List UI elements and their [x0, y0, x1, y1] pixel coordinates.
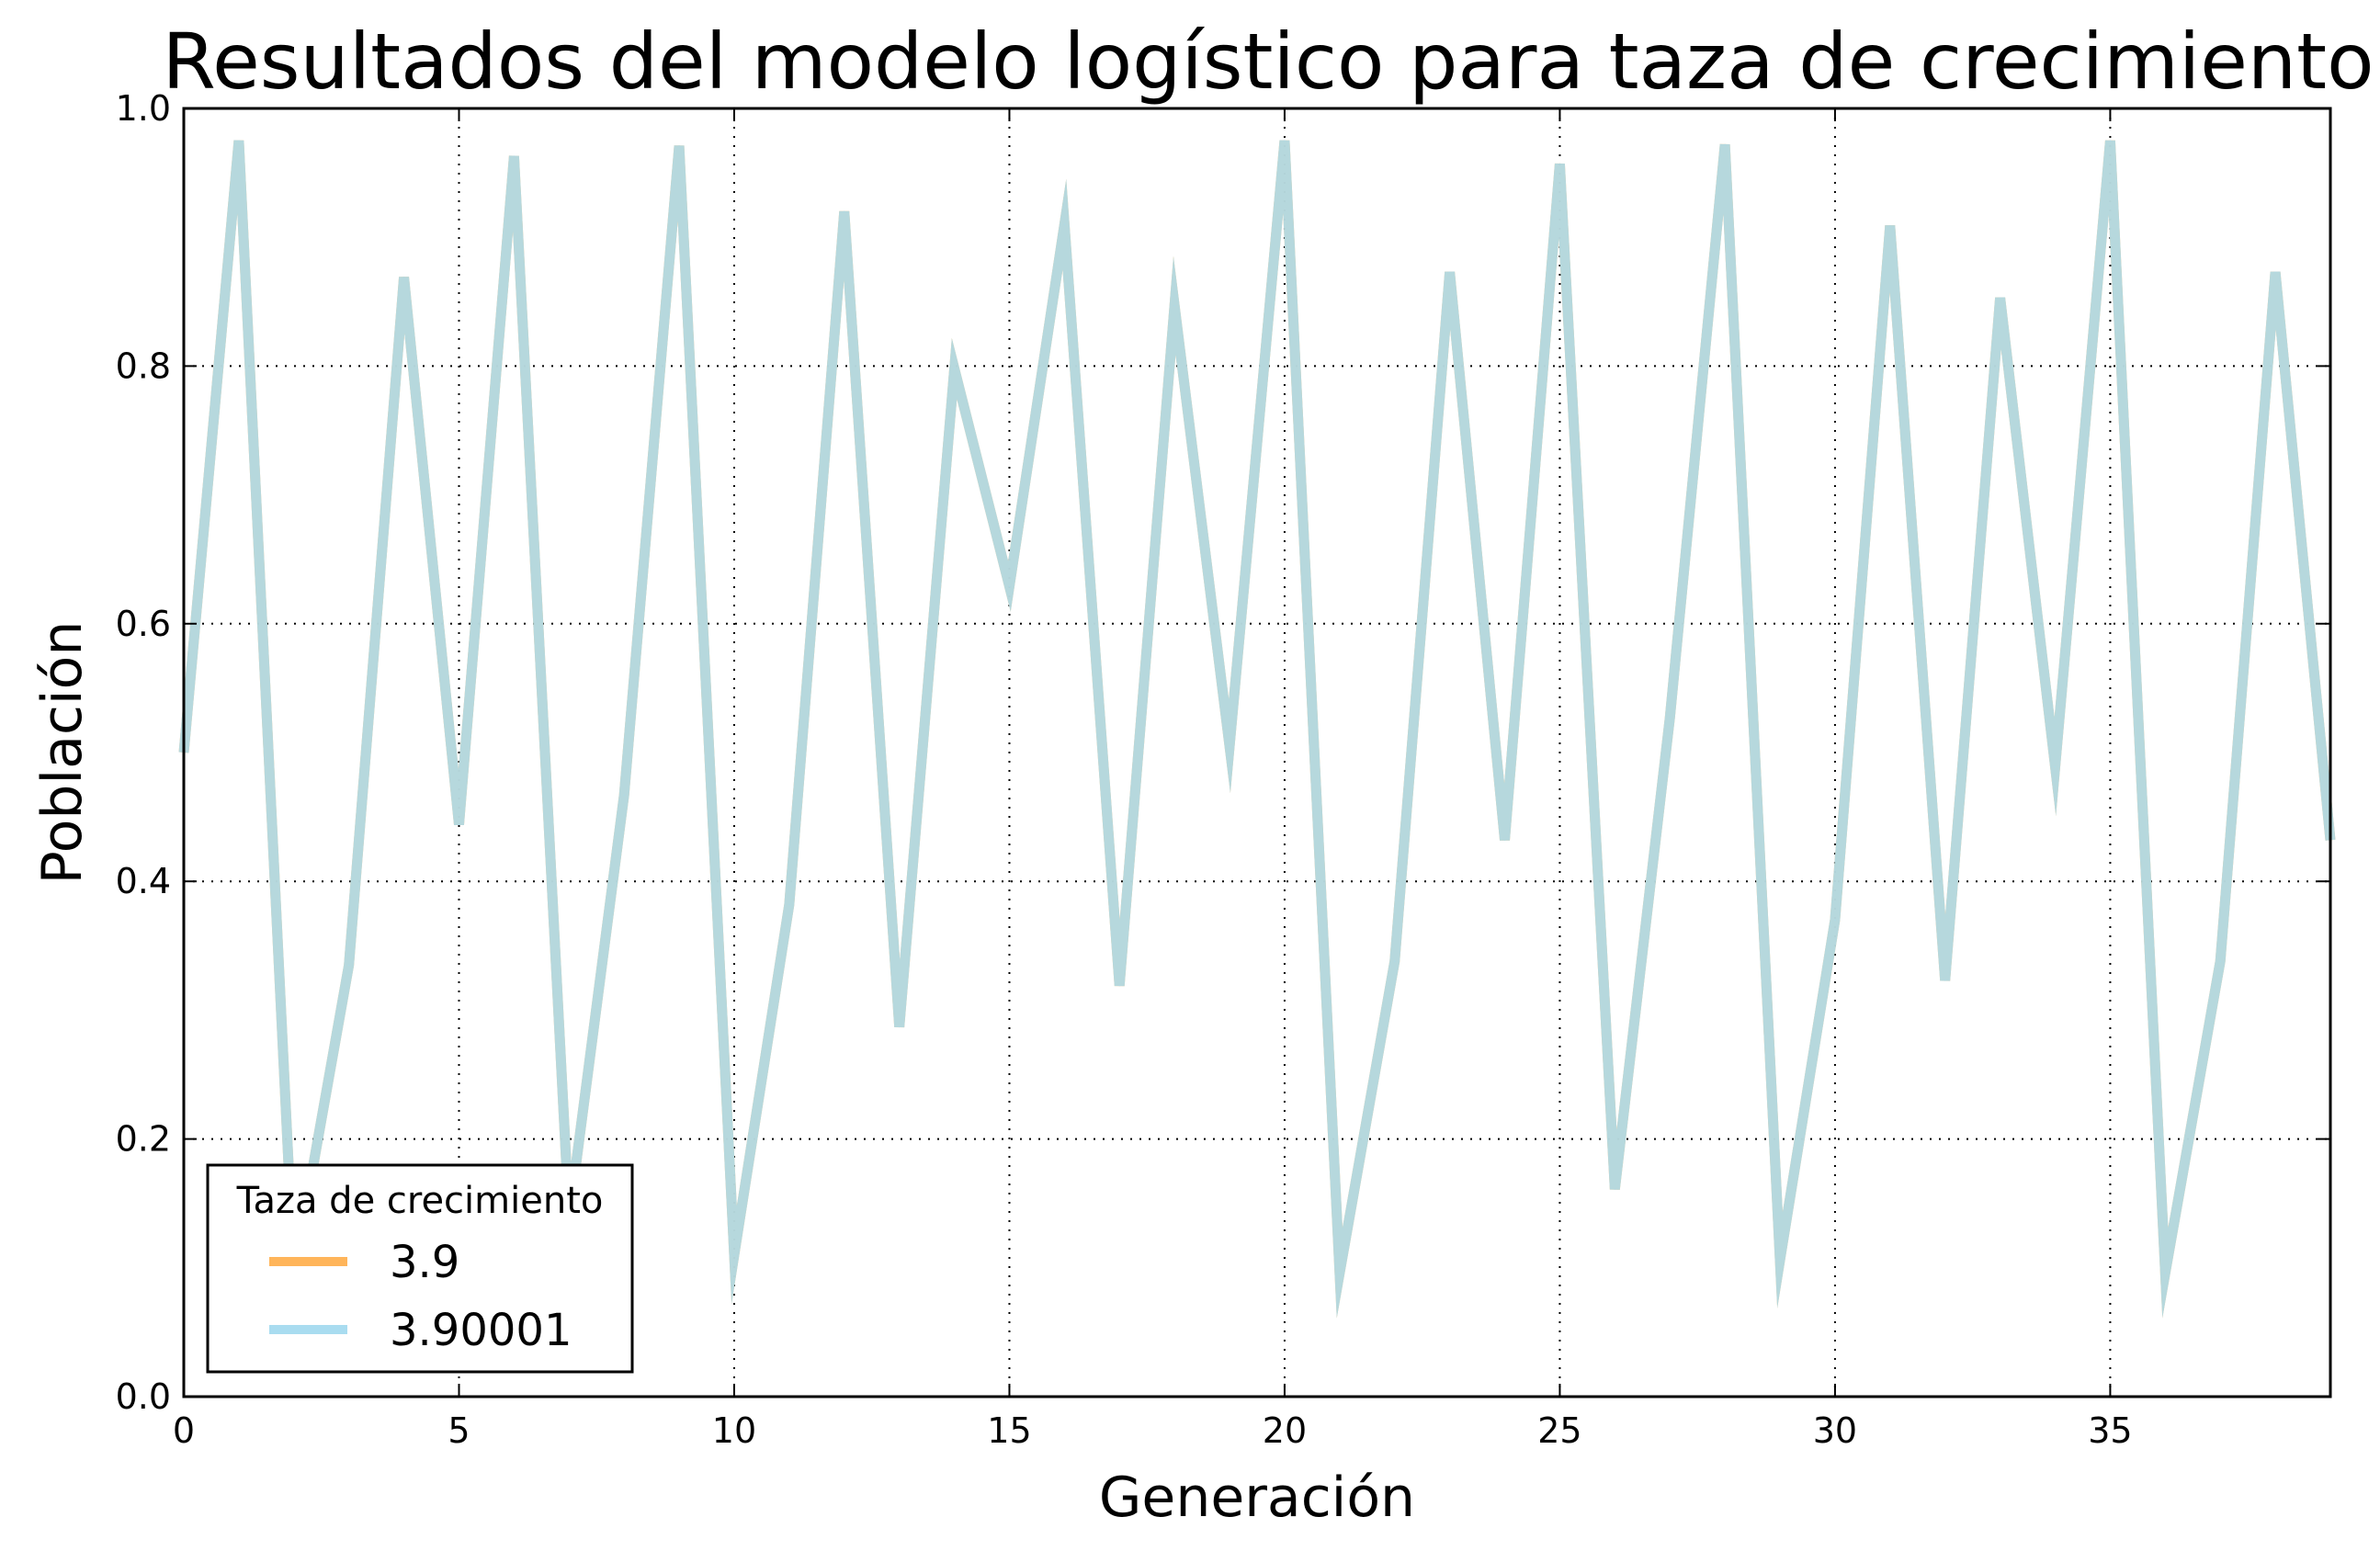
data-point-series-2: [1118, 985, 1120, 987]
y-axis-label: Población: [30, 621, 95, 885]
y-tick-label: 0.6: [116, 604, 171, 644]
series-lines: [178, 140, 2336, 1319]
data-point-series-2: [788, 903, 790, 905]
y-tick-label: 0.4: [116, 861, 171, 901]
legend-box: [206, 1163, 634, 1374]
data-point-series-2: [1449, 271, 1451, 273]
data-point-series-2: [623, 794, 625, 796]
legend-title: Taza de crecimiento: [236, 1180, 604, 1222]
data-point-series-2: [1173, 305, 1175, 307]
data-point-series-2: [1339, 1272, 1341, 1274]
data-point-series-2: [513, 155, 515, 157]
data-point-series-2: [238, 140, 240, 142]
grid: [184, 108, 2330, 1397]
data-point-series-2: [1284, 140, 1286, 142]
data-point-series-2: [2164, 1272, 2166, 1274]
series-line-2: [178, 140, 2336, 1319]
data-point-series-2: [678, 145, 680, 147]
data-point-series-2: [899, 1026, 901, 1028]
x-tick-label: 10: [712, 1410, 756, 1451]
data-point-series-2: [1944, 979, 1946, 981]
legend: Taza de crecimiento 3.9 3.90001: [206, 1163, 634, 1374]
data-point-series-2: [2055, 765, 2057, 767]
y-tick-label: 1.0: [116, 88, 171, 129]
data-point-series-2: [1889, 225, 1891, 227]
data-point-series-2: [733, 1254, 735, 1256]
data-point-series-2: [1724, 143, 1726, 145]
data-point-series-2: [2274, 271, 2276, 273]
x-tick-label: 15: [987, 1410, 1031, 1451]
plot-frame: [182, 107, 2332, 1398]
legend-label-series-1: 3.9: [390, 1237, 459, 1288]
data-point-series-2: [2109, 140, 2111, 142]
data-point-series-2: [1008, 585, 1010, 587]
data-point-series-2: [348, 964, 350, 966]
y-tick-label: 0.0: [116, 1376, 171, 1417]
legend-label-series-2: 3.90001: [390, 1305, 572, 1356]
data-point-series-2: [1504, 839, 1506, 841]
data-point-series-2: [1834, 919, 1836, 921]
chart-title: Resultados del modelo logístico para taz…: [163, 17, 2374, 107]
data-point-series-2: [1063, 223, 1065, 225]
x-tick-label: 0: [173, 1410, 195, 1451]
data-point-series-2: [1779, 1259, 1781, 1261]
x-tick-label: 35: [2088, 1410, 2132, 1451]
data-point-series-2: [1394, 960, 1396, 962]
y-tick-label: 0.8: [116, 345, 171, 386]
x-tick-label: 25: [1537, 1410, 1581, 1451]
x-tick-label: 20: [1263, 1410, 1307, 1451]
data-point-series-2: [1669, 717, 1671, 719]
data-point-series-2: [2219, 960, 2221, 962]
data-point-series-2: [954, 368, 956, 369]
x-tick-label: 5: [448, 1410, 470, 1451]
y-tick-label: 0.2: [116, 1119, 171, 1160]
x-tick-label: 30: [1813, 1410, 1857, 1451]
axis-ticks: 0 5 10 15 20 25 30 35 0.0 0.2 0.4 0.6 0.8 1.0: [116, 88, 2330, 1451]
x-axis-label: Generación: [1099, 1466, 1415, 1530]
